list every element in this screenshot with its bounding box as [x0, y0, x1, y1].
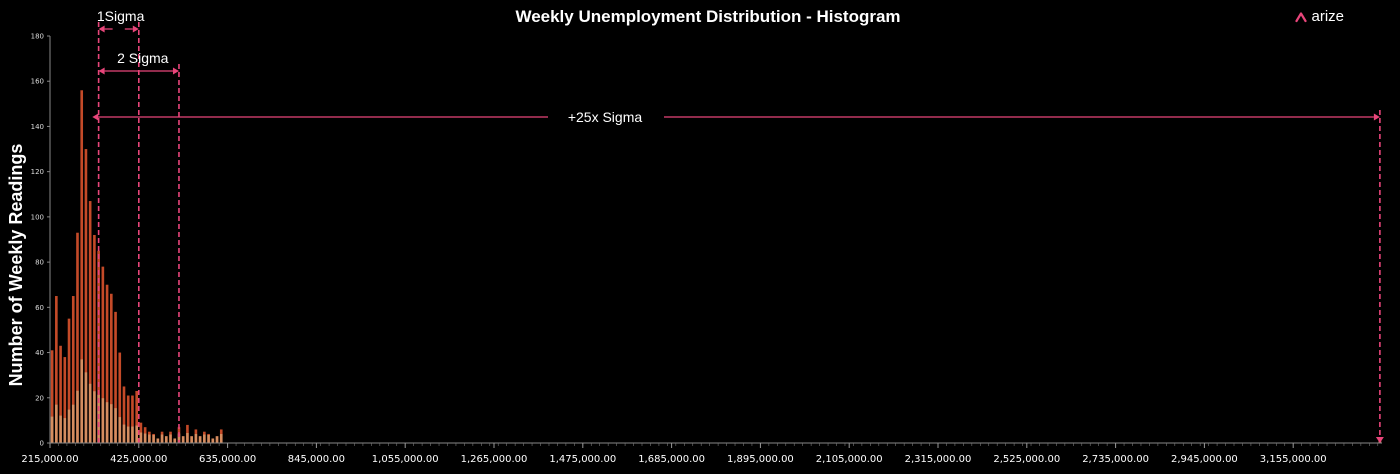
histogram-bar-highlight [203, 435, 206, 443]
histogram-bar-highlight [144, 434, 147, 443]
x-tick-label: 2,945,000.00 [1171, 454, 1238, 465]
histogram-bar-highlight [51, 417, 54, 443]
y-tick-label: 180 [31, 33, 44, 41]
histogram-bar-highlight [190, 436, 193, 443]
histogram-bar-highlight [161, 435, 164, 443]
histogram-bar-highlight [59, 416, 62, 443]
annotation-label: 2 Sigma [117, 50, 169, 66]
annotation-arrowhead [92, 114, 98, 121]
y-axis-label: Number of Weekly Readings [6, 144, 26, 387]
y-axis-ticks: 0 20 40 60 80 100 120 140 160 180 [31, 33, 50, 448]
y-tick-label: 100 [31, 213, 44, 221]
x-tick-label: 2,315,000.00 [905, 454, 972, 465]
histogram-bar-highlight [89, 384, 92, 443]
histogram-bar-highlight [165, 436, 168, 443]
y-tick-label: 20 [35, 394, 44, 402]
histogram-bar-highlight [93, 391, 96, 443]
x-tick-label: 1,055,000.00 [372, 454, 439, 465]
histogram-bar-highlight [55, 405, 58, 443]
x-tick-label: 1,475,000.00 [549, 454, 616, 465]
x-tick-label: 635,000.00 [199, 454, 256, 465]
x-tick-label: 845,000.00 [288, 454, 345, 465]
annotation-label: 1Sigma [97, 8, 145, 24]
y-tick-label: 60 [35, 304, 44, 312]
histogram-bar-highlight [80, 359, 83, 443]
annotation-arrowhead [1376, 437, 1384, 443]
histogram-bar-highlight [131, 427, 134, 443]
histogram-bar-highlight [207, 435, 210, 443]
histogram-bar-highlight [182, 436, 185, 443]
histogram-bars [51, 90, 1381, 443]
histogram-bar-highlight [195, 434, 198, 443]
annotation-arrowhead [1374, 114, 1380, 121]
x-tick-label: 2,525,000.00 [993, 454, 1060, 465]
histogram-bar-highlight [140, 433, 143, 443]
y-tick-label: 160 [31, 78, 44, 86]
histogram-bar-highlight [114, 408, 117, 443]
annotation-arrowhead [173, 68, 179, 75]
x-tick-label: 3,155,000.00 [1260, 454, 1327, 465]
x-axis-ticks: 215,000.00 425,000.00 635,000.00 845,000.00… [21, 443, 1377, 465]
sigma-annotations: 1Sigma 2 Sigma +25x Sigma [92, 8, 1384, 443]
histogram-bar-highlight [72, 405, 75, 443]
annotation-arrowhead [133, 26, 139, 33]
histogram-bar-highlight [106, 402, 109, 443]
histogram-bar-highlight [148, 435, 151, 443]
histogram-bar-highlight [169, 435, 172, 443]
x-tick-label: 215,000.00 [21, 454, 78, 465]
histogram-bar-highlight [199, 436, 202, 443]
y-tick-label: 140 [31, 123, 44, 131]
arize-caret-icon [1295, 11, 1307, 23]
histogram-bar-highlight [135, 426, 138, 443]
y-tick-label: 40 [35, 349, 44, 357]
x-tick-label: 1,685,000.00 [638, 454, 705, 465]
histogram-bar-highlight [102, 398, 105, 443]
y-tick-label: 0 [40, 440, 44, 448]
x-tick-label: 2,735,000.00 [1082, 454, 1149, 465]
histogram-bar-highlight [216, 436, 219, 443]
y-tick-label: 80 [35, 259, 44, 267]
histogram-bar-highlight [186, 433, 189, 443]
annotation-arrowhead [99, 68, 105, 75]
histogram-bar-highlight [63, 418, 66, 443]
x-tick-label: 2,105,000.00 [816, 454, 883, 465]
histogram-bar-highlight [127, 427, 130, 443]
annotation-arrowhead [99, 26, 105, 33]
y-tick-label: 120 [31, 168, 44, 176]
x-tick-label: 1,895,000.00 [727, 454, 794, 465]
histogram-bar-highlight [157, 438, 160, 443]
histogram-bar-highlight [152, 435, 155, 443]
histogram-bar-highlight [118, 417, 121, 443]
histogram-bar-highlight [211, 438, 214, 443]
histogram-bar-highlight [110, 404, 113, 443]
histogram-bar-highlight [85, 372, 88, 443]
histogram-bar-highlight [76, 391, 79, 443]
x-tick-label: 1,265,000.00 [461, 454, 528, 465]
histogram-bar-highlight [220, 434, 223, 443]
histogram-bar-highlight [173, 438, 176, 443]
brand-logo: arize [1295, 8, 1344, 25]
histogram-bar-highlight [68, 410, 71, 443]
chart-title: Weekly Unemployment Distribution - Histo… [515, 7, 900, 26]
histogram-bar-highlight [123, 425, 126, 443]
x-tick-label: 425,000.00 [110, 454, 167, 465]
annotation-label: +25x Sigma [568, 109, 643, 125]
brand-logo-text: arize [1311, 8, 1344, 25]
